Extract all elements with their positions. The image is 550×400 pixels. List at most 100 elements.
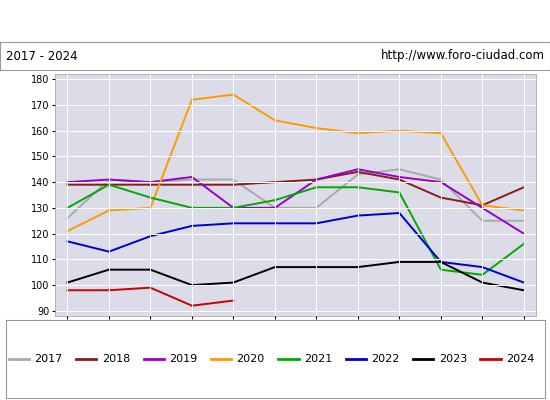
2019 (147, 180, 153, 184)
2023 (230, 280, 236, 285)
2022 (64, 239, 71, 244)
2022 (520, 280, 527, 285)
2020 (313, 126, 320, 130)
2020 (479, 203, 486, 208)
2024 (106, 288, 112, 293)
2020 (272, 118, 278, 123)
Text: 2018: 2018 (102, 354, 130, 364)
2017 (479, 218, 486, 223)
Text: 2022: 2022 (371, 354, 400, 364)
2021 (520, 242, 527, 246)
2019 (313, 177, 320, 182)
2018 (479, 203, 486, 208)
2022 (313, 221, 320, 226)
Text: Evolucion del paro registrado en Láujar de Andarax: Evolucion del paro registrado en Láujar … (87, 13, 463, 29)
2017 (64, 216, 71, 220)
2018 (438, 195, 444, 200)
Line: 2020: 2020 (68, 94, 524, 231)
2021 (230, 206, 236, 210)
2018 (230, 182, 236, 187)
Line: 2024: 2024 (68, 288, 233, 306)
2019 (230, 206, 236, 210)
Line: 2022: 2022 (68, 213, 524, 282)
2019 (438, 180, 444, 184)
2022 (355, 213, 361, 218)
Text: http://www.foro-ciudad.com: http://www.foro-ciudad.com (381, 50, 544, 62)
2018 (64, 182, 71, 187)
2020 (438, 131, 444, 136)
2017 (520, 218, 527, 223)
2023 (438, 260, 444, 264)
Text: 2023: 2023 (439, 354, 467, 364)
Text: 2017 - 2024: 2017 - 2024 (6, 50, 77, 62)
2022 (396, 211, 403, 216)
2017 (396, 167, 403, 172)
2023 (355, 265, 361, 270)
2024 (230, 298, 236, 303)
2021 (106, 182, 112, 187)
2018 (106, 182, 112, 187)
2021 (147, 195, 153, 200)
Text: 2017: 2017 (35, 354, 63, 364)
2019 (520, 231, 527, 236)
2021 (438, 267, 444, 272)
2018 (520, 185, 527, 190)
2020 (355, 131, 361, 136)
2023 (479, 280, 486, 285)
2022 (189, 224, 195, 228)
Line: 2023: 2023 (68, 262, 524, 290)
2021 (189, 206, 195, 210)
2017 (106, 177, 112, 182)
2017 (313, 206, 320, 210)
Text: 2024: 2024 (506, 354, 535, 364)
Text: 2020: 2020 (236, 354, 265, 364)
2022 (106, 249, 112, 254)
2020 (64, 229, 71, 234)
2019 (396, 174, 403, 179)
2021 (355, 185, 361, 190)
2018 (355, 170, 361, 174)
2020 (396, 128, 403, 133)
2023 (272, 265, 278, 270)
2020 (520, 208, 527, 213)
2023 (64, 280, 71, 285)
2018 (272, 180, 278, 184)
2019 (355, 167, 361, 172)
Text: 2019: 2019 (169, 354, 197, 364)
2023 (189, 283, 195, 288)
2017 (438, 177, 444, 182)
2017 (355, 172, 361, 177)
2019 (64, 180, 71, 184)
2020 (189, 97, 195, 102)
2024 (189, 303, 195, 308)
2019 (272, 206, 278, 210)
2019 (189, 174, 195, 179)
2018 (147, 182, 153, 187)
Line: 2019: 2019 (68, 169, 524, 234)
Line: 2017: 2017 (68, 169, 524, 221)
2021 (479, 272, 486, 277)
2023 (106, 267, 112, 272)
2017 (230, 177, 236, 182)
2024 (147, 285, 153, 290)
2024 (64, 288, 71, 293)
2019 (106, 177, 112, 182)
2017 (147, 180, 153, 184)
2019 (479, 206, 486, 210)
2018 (189, 182, 195, 187)
2017 (189, 177, 195, 182)
2023 (147, 267, 153, 272)
Line: 2018: 2018 (68, 172, 524, 205)
2022 (479, 265, 486, 270)
2020 (106, 208, 112, 213)
2020 (230, 92, 236, 97)
2023 (396, 260, 403, 264)
2018 (396, 177, 403, 182)
2017 (272, 206, 278, 210)
2022 (147, 234, 153, 238)
2022 (230, 221, 236, 226)
2020 (147, 206, 153, 210)
2022 (438, 260, 444, 264)
2022 (272, 221, 278, 226)
2021 (396, 190, 403, 195)
